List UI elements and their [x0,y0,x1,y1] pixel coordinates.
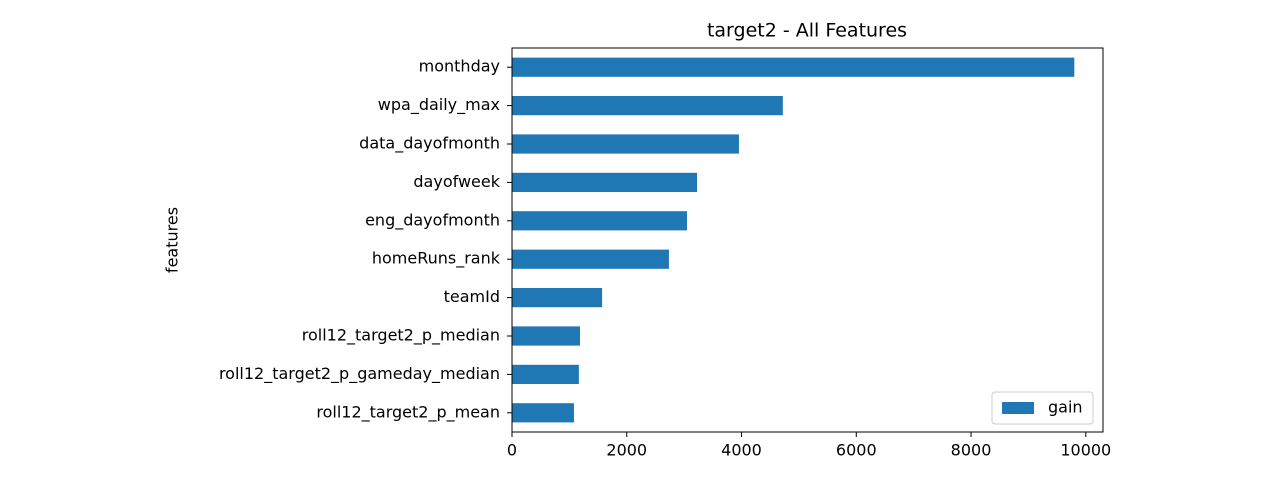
bar [512,288,603,308]
bar [512,326,580,346]
bar [512,364,579,384]
chart-title: target2 - All Features [707,20,907,42]
y-tick-label: roll12_target2_p_gameday_median [219,364,500,384]
x-tick-label: 6000 [836,441,877,460]
y-tick-label: homeRuns_rank [372,249,501,269]
x-tick-label: 2000 [606,441,647,460]
bar [512,403,574,423]
legend-swatch [1002,402,1034,414]
bar [512,134,739,154]
y-tick-label: roll12_target2_p_mean [316,402,500,422]
bar [512,211,688,231]
y-axis-label: features [163,207,182,273]
plot-frame [511,47,1104,433]
y-tick-label: teamId [444,287,500,306]
x-tick-label: 0 [507,441,517,460]
y-tick-label: dayofweek [413,172,500,191]
x-tick-label: 8000 [951,441,992,460]
bar [512,57,1075,77]
y-tick-label: roll12_target2_p_median [302,326,500,346]
y-tick-label: eng_dayofmonth [365,210,500,230]
bar [512,172,698,192]
x-tick-label: 4000 [721,441,762,460]
y-tick-label: wpa_daily_max [378,95,500,115]
y-tick-label: monthday [419,57,500,76]
y-tick-label: data_dayofmonth [359,134,500,154]
x-tick-label: 10000 [1060,441,1111,460]
legend-label: gain [1048,398,1083,417]
bar [512,249,669,269]
bar [512,96,783,116]
legend-box [991,391,1094,425]
